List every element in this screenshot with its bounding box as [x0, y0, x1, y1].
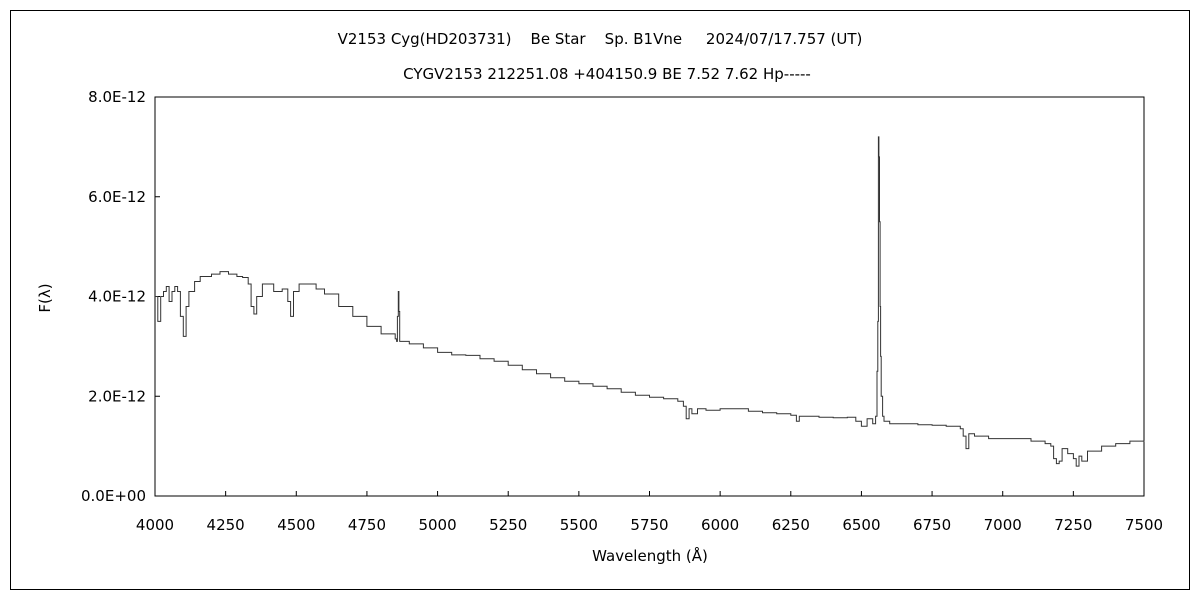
- y-axis-label: F(λ): [36, 283, 54, 312]
- x-tick-label: 4500: [277, 516, 315, 534]
- x-tick-label: 4250: [207, 516, 245, 534]
- x-tick-label: 7000: [984, 516, 1022, 534]
- chart-frame: [10, 10, 1190, 590]
- x-tick-label: 6000: [701, 516, 739, 534]
- x-tick-label: 5750: [630, 516, 668, 534]
- x-tick-label: 5250: [489, 516, 527, 534]
- x-tick-label: 6750: [913, 516, 951, 534]
- x-tick-label: 4000: [136, 516, 174, 534]
- y-tick-label: 2.0E-12: [88, 387, 146, 405]
- x-tick-label: 7250: [1054, 516, 1092, 534]
- y-tick-label: 6.0E-12: [88, 188, 146, 206]
- x-tick-label: 4750: [348, 516, 386, 534]
- x-tick-label: 7500: [1125, 516, 1163, 534]
- chart-title: V2153 Cyg(HD203731) Be Star Sp. B1Vne 20…: [338, 30, 863, 48]
- y-tick-label: 0.0E+00: [81, 487, 146, 505]
- y-tick-label: 4.0E-12: [88, 288, 146, 306]
- x-tick-label: 6250: [772, 516, 810, 534]
- x-tick-label: 5000: [418, 516, 456, 534]
- axis-ticks: [154, 96, 1145, 497]
- plot-area-border: [154, 96, 1145, 497]
- chart-subtitle: CYGV2153 212251.08 +404150.9 BE 7.52 7.6…: [403, 65, 811, 83]
- series-layer: [155, 136, 1145, 467]
- x-tick-labels: 4000 4250 4500 4750 5000 5250 5500 5750 6000 6250…: [136, 516, 1163, 534]
- x-tick-label: 5500: [560, 516, 598, 534]
- spectrum-line-series: [155, 136, 1145, 467]
- x-tick-label: 6500: [842, 516, 880, 534]
- x-axis-label: Wavelength (Å): [592, 546, 708, 565]
- y-tick-labels: 0.0E+00 2.0E-12 4.0E-12 6.0E-12 8.0E-12: [81, 88, 146, 505]
- y-tick-label: 8.0E-12: [88, 88, 146, 106]
